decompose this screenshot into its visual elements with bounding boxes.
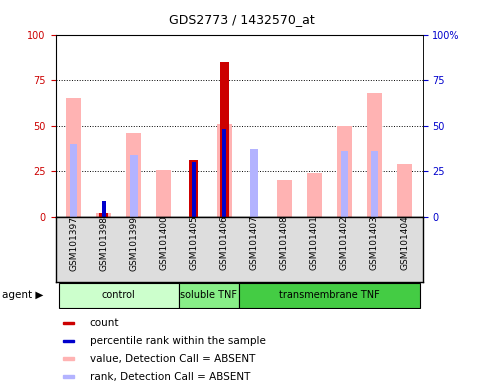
FancyBboxPatch shape bbox=[179, 283, 239, 308]
Bar bbox=[216, 124, 231, 217]
Bar bbox=[70, 144, 77, 217]
Text: soluble TNF: soluble TNF bbox=[181, 290, 238, 300]
Bar bbox=[307, 173, 322, 217]
Bar bbox=[63, 339, 74, 342]
Bar bbox=[367, 93, 382, 217]
Bar bbox=[63, 321, 74, 324]
Text: rank, Detection Call = ABSENT: rank, Detection Call = ABSENT bbox=[90, 371, 250, 382]
Bar bbox=[192, 162, 196, 217]
Text: value, Detection Call = ABSENT: value, Detection Call = ABSENT bbox=[90, 354, 255, 364]
Text: transmembrane TNF: transmembrane TNF bbox=[279, 290, 380, 300]
Bar bbox=[130, 155, 138, 217]
Bar bbox=[277, 180, 292, 217]
Text: control: control bbox=[102, 290, 136, 300]
Bar bbox=[250, 149, 258, 217]
Text: percentile rank within the sample: percentile rank within the sample bbox=[90, 336, 266, 346]
Bar bbox=[99, 214, 108, 217]
Text: agent ▶: agent ▶ bbox=[2, 290, 44, 300]
Bar bbox=[397, 164, 412, 217]
Bar bbox=[126, 133, 142, 217]
Bar bbox=[63, 376, 74, 377]
Bar bbox=[189, 161, 199, 217]
Bar bbox=[220, 62, 228, 217]
Bar bbox=[66, 98, 81, 217]
Bar bbox=[101, 200, 106, 217]
FancyBboxPatch shape bbox=[239, 283, 420, 308]
Bar bbox=[63, 358, 74, 359]
Bar bbox=[96, 214, 111, 217]
Text: count: count bbox=[90, 318, 119, 328]
Bar bbox=[371, 151, 378, 217]
Bar bbox=[337, 126, 352, 217]
Text: GDS2773 / 1432570_at: GDS2773 / 1432570_at bbox=[169, 13, 314, 26]
Bar bbox=[341, 151, 348, 217]
Bar bbox=[222, 129, 226, 217]
FancyBboxPatch shape bbox=[58, 283, 179, 308]
Bar bbox=[156, 170, 171, 217]
